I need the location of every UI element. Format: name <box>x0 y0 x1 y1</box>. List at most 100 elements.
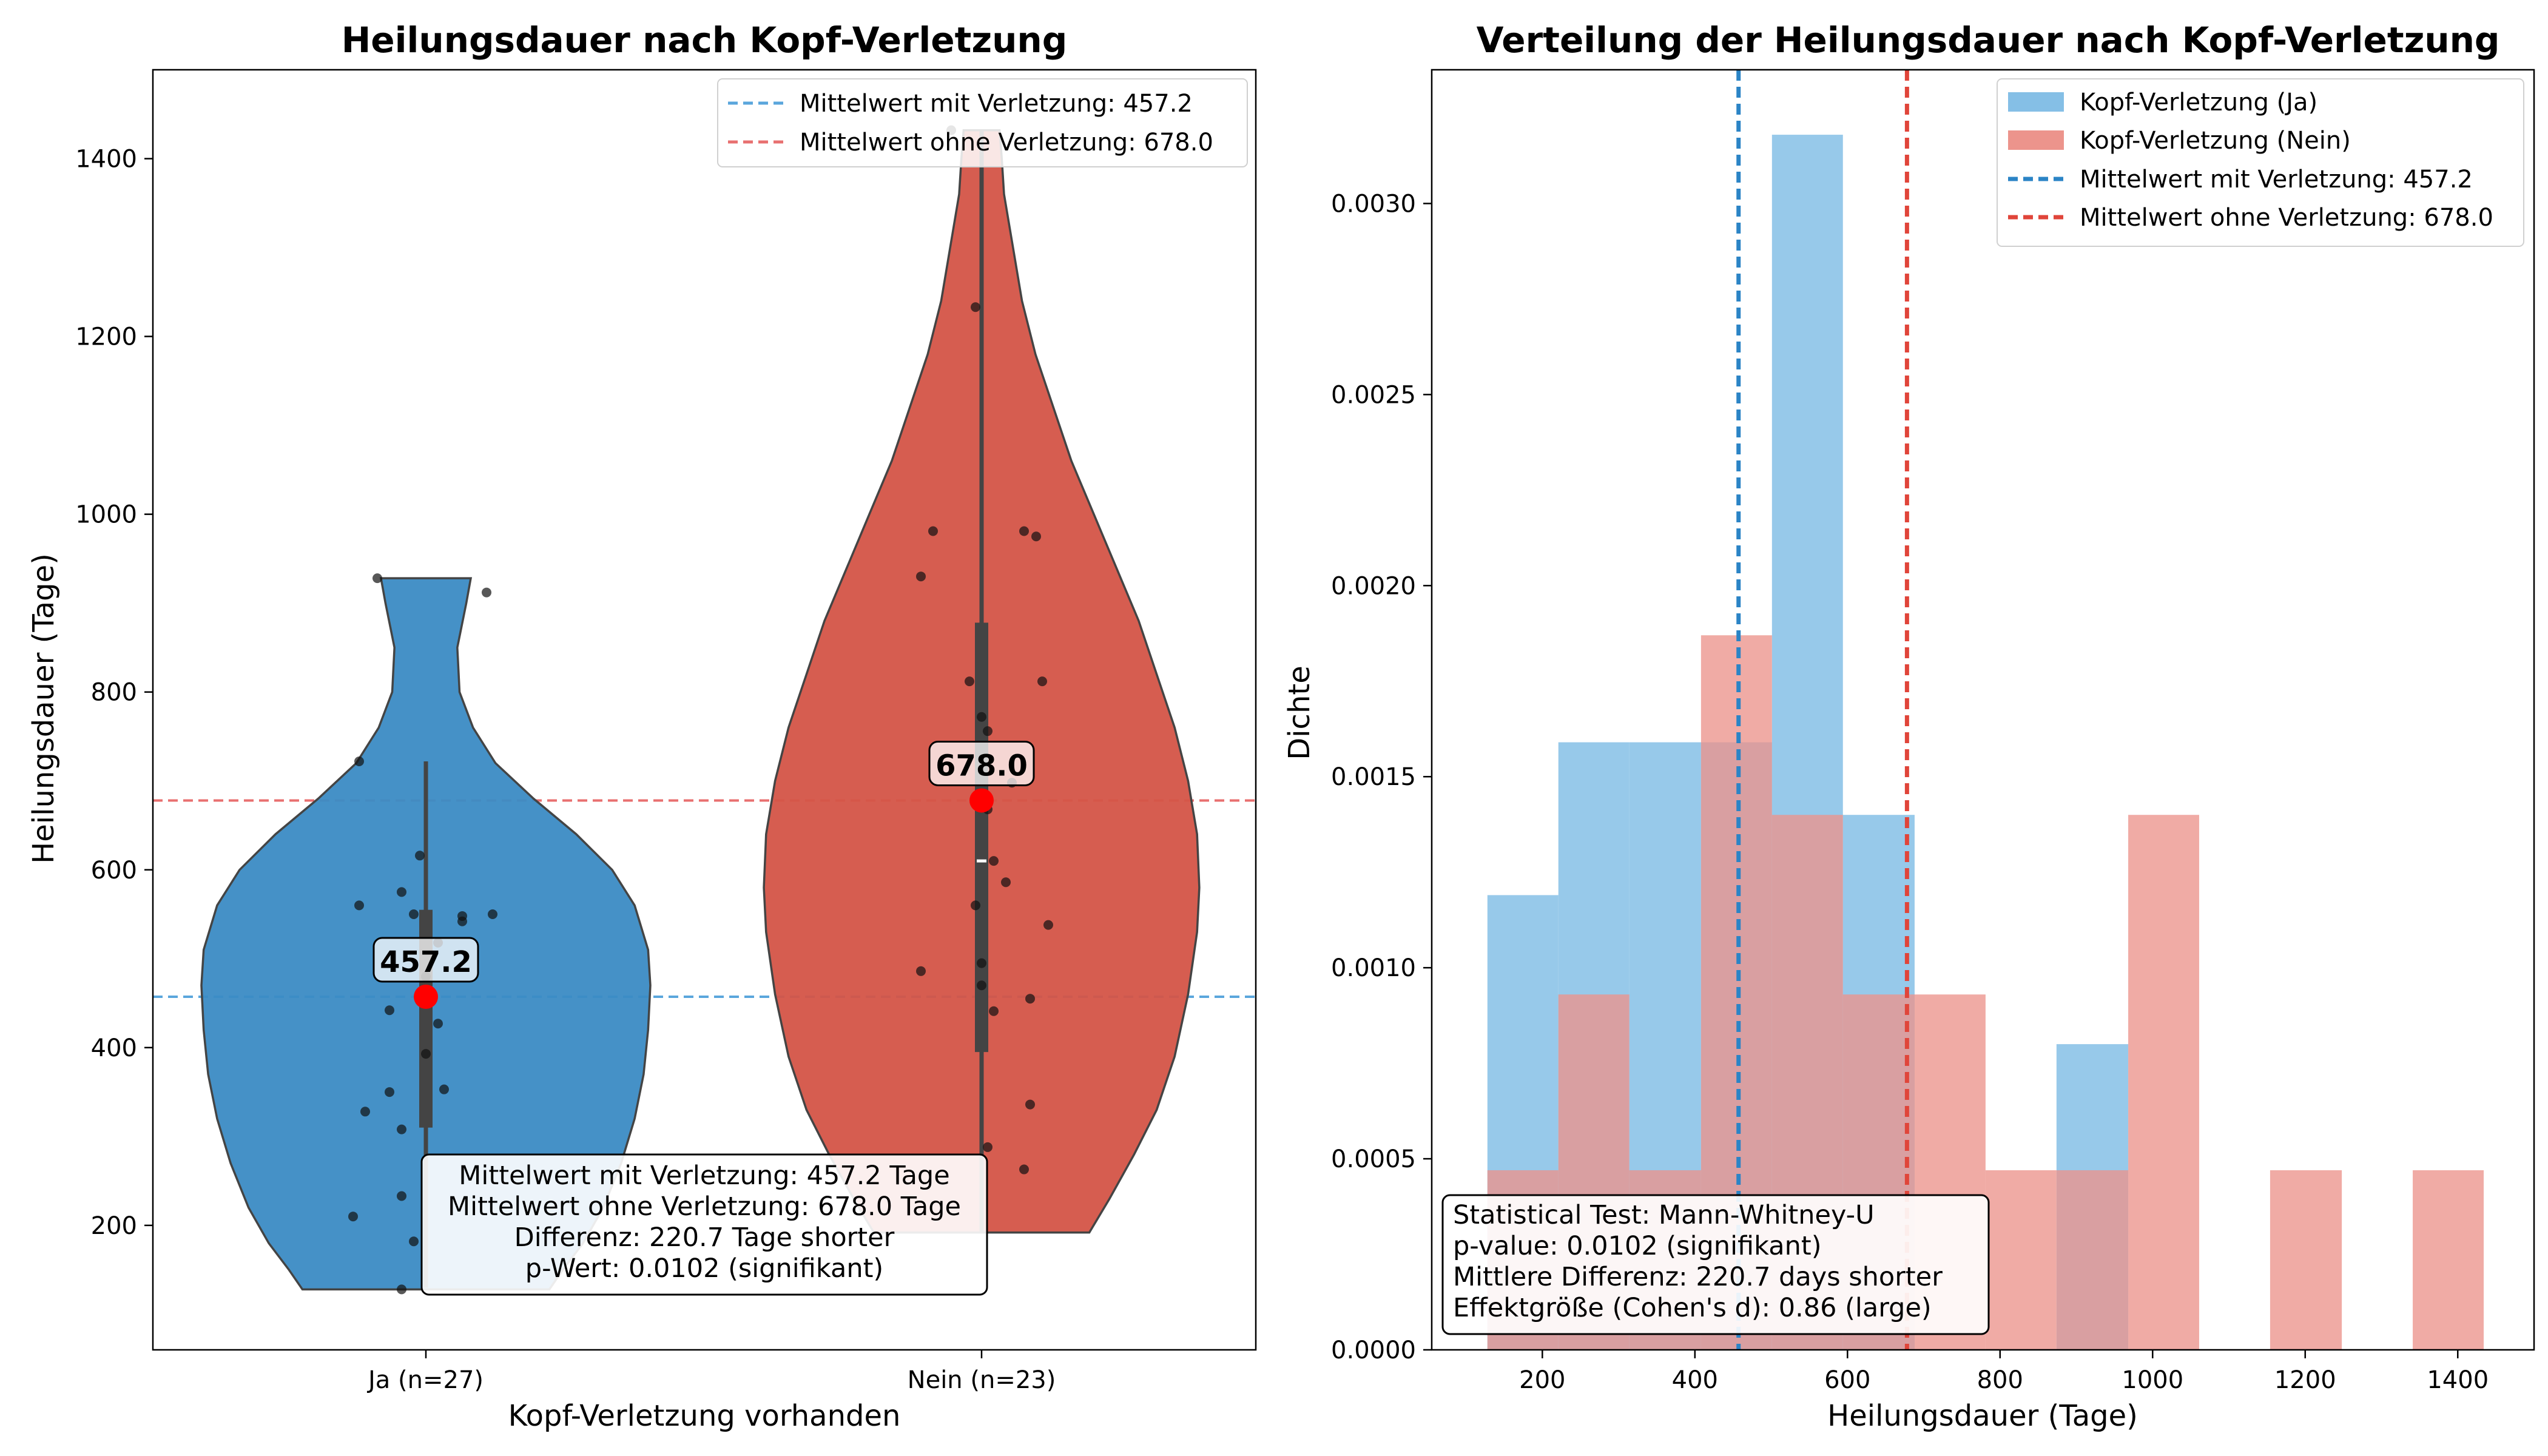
histogram-y-axis-label: Dichte <box>1282 666 1316 760</box>
data-point <box>439 1084 449 1094</box>
legend-entry-mean-nein: Mittelwert ohne Verletzung: 678.0 <box>2080 204 2493 232</box>
histogram-bar <box>2128 815 2199 1350</box>
annotation-line-4: p-Wert: 0.0102 (signifikant) <box>525 1253 883 1284</box>
data-point <box>971 302 980 312</box>
histogram-bar <box>2270 1170 2342 1350</box>
data-point <box>360 1107 370 1117</box>
data-point <box>977 980 986 991</box>
violin-x-axis-label: Kopf-Verletzung vorhanden <box>508 1399 901 1433</box>
legend-entry-mean-ja: Mittelwert mit Verletzung: 457.2 <box>800 90 1193 118</box>
histogram-bar <box>2413 1170 2484 1350</box>
data-point <box>1001 877 1011 888</box>
data-point <box>1019 1164 1029 1175</box>
x-tick-label: 1000 <box>2122 1366 2183 1394</box>
legend-patch-ja <box>2008 92 2064 112</box>
legend-patch-nein <box>2008 130 2064 150</box>
violin-plot-frame <box>152 69 1257 1351</box>
legend-entry-nein: Kopf-Verletzung (Nein) <box>2080 127 2351 155</box>
data-point <box>983 1142 993 1152</box>
x-tick-label: 400 <box>1672 1366 1718 1394</box>
violin-legend: Mittelwert mit Verletzung: 457.2 Mittelw… <box>717 78 1248 167</box>
data-point <box>983 726 993 736</box>
data-point <box>385 1005 394 1016</box>
annotation-line-2: Mittelwert ohne Verletzung: 678.0 Tage <box>448 1191 961 1222</box>
y-tick-label: 0.0010 <box>1331 954 1416 982</box>
legend-entry-ja: Kopf-Verletzung (Ja) <box>2080 89 2317 116</box>
violin-title: Heilungsdauer nach Kopf-Verletzung <box>342 19 1067 61</box>
y-tick-label: 0.0030 <box>1331 190 1416 218</box>
histogram-x-ticks: 200 400 600 800 1000 1200 1400 <box>1519 1350 2489 1394</box>
histogram-panel: Verteilung der Heilungsdauer nach Kopf-V… <box>1282 19 2535 1433</box>
data-point <box>354 756 364 766</box>
data-point <box>372 573 382 584</box>
data-point <box>989 1006 999 1016</box>
histogram-y-ticks: 0.0000 0.0005 0.0010 0.0015 0.0020 0.0025 0.00… <box>1331 190 1432 1364</box>
data-point <box>928 526 938 536</box>
data-point <box>916 571 926 582</box>
data-point <box>415 851 425 861</box>
annotation-line-1: Mittelwert mit Verletzung: 457.2 Tage <box>459 1161 949 1191</box>
legend-entry-mean-nein: Mittelwert ohne Verletzung: 678.0 <box>800 129 1213 157</box>
mean-value-label: 678.0 <box>935 749 1028 783</box>
annotation-line-1: Statistical Test: Mann-Whitney-U <box>1453 1200 1875 1230</box>
data-point <box>397 887 406 897</box>
data-point <box>977 958 986 968</box>
data-point <box>409 909 419 920</box>
data-point <box>421 1049 431 1059</box>
histogram-plot-frame <box>1431 69 2535 1351</box>
data-point <box>965 676 974 687</box>
y-tick-label: 200 <box>91 1212 137 1240</box>
data-point <box>488 909 497 920</box>
x-tick-label: Nein (n=23) <box>908 1366 1056 1394</box>
annotation-line-4: Effektgröße (Cohen's d): 0.86 (large) <box>1453 1293 1932 1323</box>
histogram-bar <box>1985 1170 2057 1350</box>
y-tick-label: 600 <box>91 857 137 885</box>
data-point <box>1043 920 1053 930</box>
data-point <box>1025 1099 1035 1110</box>
y-tick-label: 0.0020 <box>1331 572 1416 600</box>
x-tick-label: 1400 <box>2427 1366 2489 1394</box>
x-tick-label: 800 <box>1977 1366 2023 1394</box>
y-tick-label: 0.0000 <box>1331 1336 1416 1364</box>
data-point <box>1031 531 1041 542</box>
histogram-bar <box>2056 1170 2129 1350</box>
mean-label-box <box>372 937 479 983</box>
data-point <box>385 1087 394 1097</box>
data-point <box>397 1191 406 1201</box>
x-tick-label: 600 <box>1824 1366 1870 1394</box>
violin-mean-markers: 457.2 678.0 <box>372 740 1035 1009</box>
data-point <box>1019 526 1029 536</box>
data-point <box>409 1236 419 1247</box>
data-point <box>1025 994 1035 1004</box>
data-point <box>1037 676 1047 687</box>
data-point <box>397 1284 406 1295</box>
legend-entry-mean-ja: Mittelwert mit Verletzung: 457.2 <box>2080 166 2473 194</box>
histogram-legend: Kopf-Verletzung (Ja) Kopf-Verletzung (Ne… <box>1997 78 2524 247</box>
x-tick-label: 1200 <box>2274 1366 2336 1394</box>
histogram-title: Verteilung der Heilungsdauer nach Kopf-V… <box>1477 19 2500 61</box>
mean-marker <box>969 788 994 813</box>
data-point <box>348 1212 358 1222</box>
data-point <box>971 900 980 911</box>
y-tick-label: 0.0025 <box>1331 381 1416 409</box>
violin-y-ticks: 200 400 600 800 1000 1200 1400 <box>75 146 153 1240</box>
annotation-line-3: Differenz: 220.7 Tage shorter <box>514 1222 895 1253</box>
y-tick-label: 1400 <box>75 146 137 174</box>
data-point <box>916 966 926 976</box>
annotation-line-3: Mittlere Differenz: 220.7 days shorter <box>1453 1262 1943 1292</box>
violin-panel: Heilungsdauer nach Kopf-Verletzung 457.2… <box>27 19 1257 1433</box>
x-tick-label: 200 <box>1519 1366 1565 1394</box>
y-tick-label: 1000 <box>75 501 137 529</box>
y-tick-label: 1200 <box>75 323 137 351</box>
violin-x-ticks: Ja (n=27) Nein (n=23) <box>366 1350 1056 1394</box>
x-tick-label: Ja (n=27) <box>366 1366 484 1394</box>
histogram-mean-lines <box>1736 70 1909 1350</box>
histogram-x-axis-label: Heilungsdauer (Tage) <box>1827 1399 2138 1433</box>
y-tick-label: 0.0005 <box>1331 1145 1416 1173</box>
data-point <box>977 712 986 722</box>
mean-label-box <box>928 740 1035 786</box>
data-point <box>433 1019 443 1029</box>
violin-annotation-box: Mittelwert mit Verletzung: 457.2 Tage Mi… <box>420 1153 988 1296</box>
data-point <box>354 900 364 911</box>
